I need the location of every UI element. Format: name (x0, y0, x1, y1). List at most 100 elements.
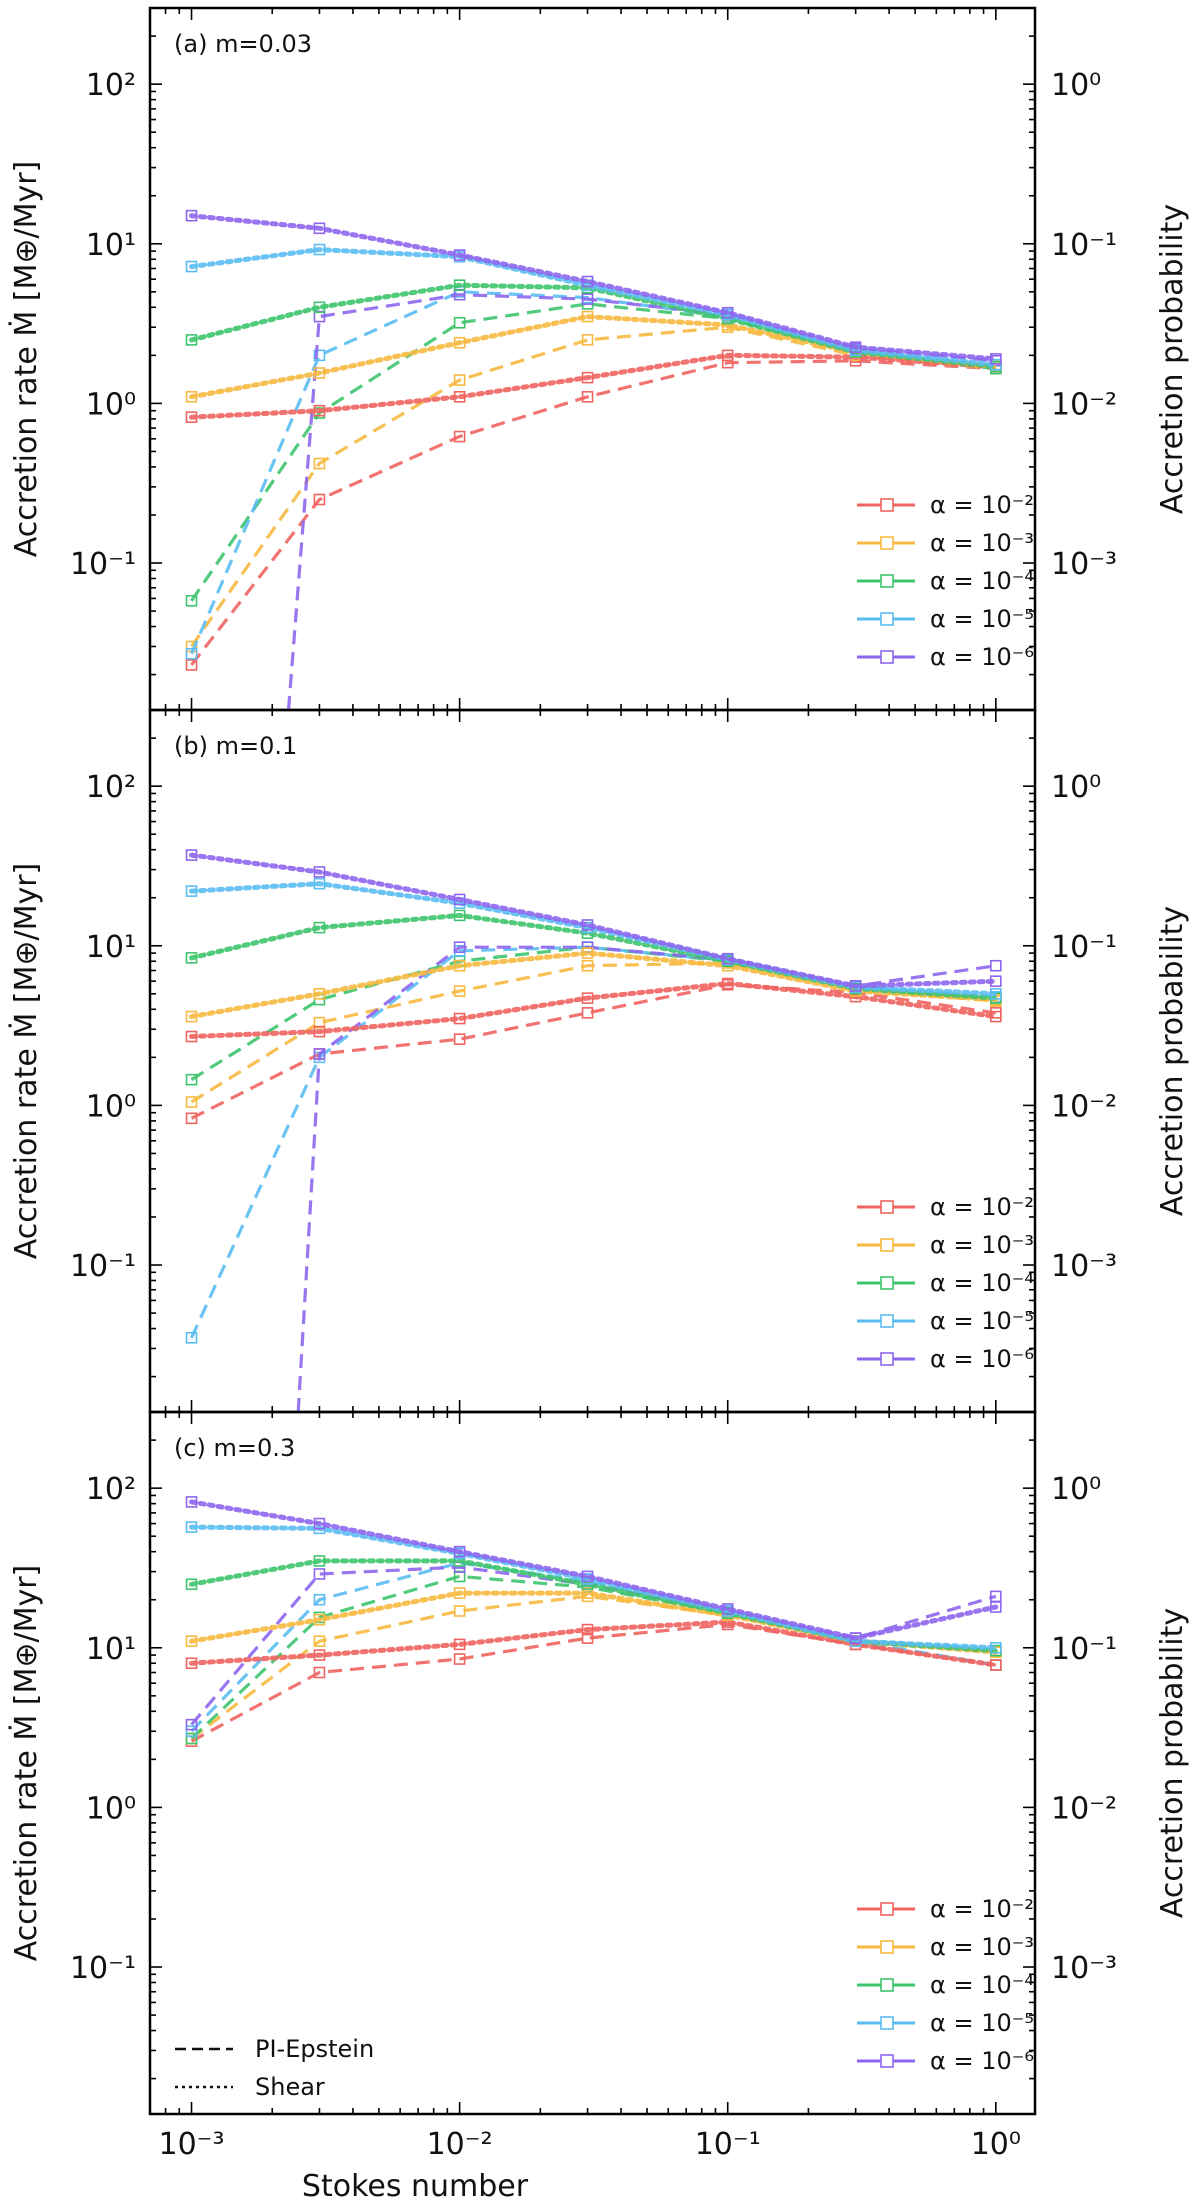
y-tick-label-left: 10¹ (86, 228, 136, 263)
data-marker-shear-alpha-2 (313, 1649, 326, 1661)
data-marker-pi-epstein-alpha-2 (581, 390, 594, 403)
data-marker-shear-alpha-2 (185, 411, 198, 423)
legend-marker-alpha-6 (880, 650, 894, 664)
series-line-shear-alpha-5 (189, 881, 999, 997)
legend-marker-alpha-2 (880, 1200, 894, 1214)
y-tick-label-right: 10⁻¹ (1051, 930, 1117, 965)
data-marker-shear-alpha-6 (581, 1570, 594, 1583)
y-tick-label-left: 10⁰ (86, 1089, 136, 1124)
data-marker-shear-alpha-6 (581, 919, 594, 931)
data-marker-pi-epstein-alpha-6 (990, 959, 1002, 972)
y-tick-label-right: 10⁻² (1051, 387, 1117, 422)
data-marker-pi-epstein-alpha-6 (185, 1718, 198, 1731)
legend-marker-alpha-6 (880, 2054, 894, 2068)
plot-frame (148, 708, 1037, 1414)
data-marker-shear-alpha-3 (453, 1587, 466, 1599)
series-line-pi-epstein-alpha-6 (296, 945, 997, 1412)
data-marker-pi-epstein-alpha-3 (185, 1096, 198, 1108)
data-marker-pi-epstein-alpha-6 (313, 1568, 326, 1580)
data-marker-pi-epstein-alpha-6 (453, 941, 466, 953)
data-marker-shear-alpha-2 (990, 1659, 1002, 1671)
x-tick-label: 10⁰ (971, 2127, 1021, 2162)
data-marker-shear-alpha-2 (185, 1030, 198, 1043)
data-marker-pi-epstein-alpha-6 (313, 1048, 326, 1060)
data-marker-shear-alpha-3 (185, 1010, 198, 1023)
plot-frame (148, 1410, 1037, 2116)
data-marker-shear-alpha-2 (313, 1025, 326, 1038)
y-tick-label-right: 10⁻¹ (1051, 228, 1117, 263)
y-axis-title-left: Accretion rate Ṁ [M⊕/Myr] (8, 863, 44, 1260)
alpha-legend: α = 10⁻² α = 10⁻³ α = 10⁻⁴ α = 10⁻⁵ α = 10⁻⁶ (857, 1895, 1034, 2075)
y-tick-label-left: 10¹ (86, 1632, 136, 1667)
y-axis-title-right: Accretion probability (1155, 906, 1190, 1216)
data-marker-shear-alpha-6 (849, 341, 862, 353)
y-tick-label-left: 10⁰ (86, 387, 136, 422)
data-marker-shear-alpha-4 (453, 279, 466, 292)
y-axis-title-right: Accretion probability (1155, 1608, 1190, 1918)
data-marker-shear-alpha-4 (313, 301, 326, 314)
data-marker-pi-epstein-alpha-3 (313, 1635, 326, 1647)
data-marker-shear-alpha-4 (313, 921, 326, 934)
y-tick-label-right: 10⁻² (1051, 1089, 1117, 1124)
plot-area (185, 209, 1002, 710)
data-marker-shear-alpha-3 (185, 1635, 198, 1647)
data-marker-pi-epstein-alpha-2 (581, 1007, 594, 1019)
y-tick-label-left: 10⁰ (86, 1791, 136, 1826)
data-marker-shear-alpha-2 (721, 349, 734, 362)
legend-marker-alpha-4 (880, 1978, 894, 1992)
panels-group: 10⁻¹ 10⁰ 10¹ 10² 10⁻³ 10⁻² 10⁻¹ 10⁰ Accretion ra… (8, 6, 1190, 2162)
data-marker-shear-alpha-4 (185, 952, 198, 964)
data-marker-pi-epstein-alpha-5 (185, 1725, 198, 1738)
panel-label: (b) m=0.1 (174, 732, 297, 760)
legend-label-alpha-3: α = 10⁻³ (930, 1933, 1034, 1961)
legend-marker-alpha-6 (880, 1352, 894, 1366)
data-marker-pi-epstein-alpha-5 (313, 1593, 326, 1606)
y-tick-label-left: 10⁻¹ (70, 1249, 136, 1284)
data-marker-pi-epstein-alpha-3 (581, 959, 594, 972)
data-marker-shear-alpha-3 (581, 1587, 594, 1599)
legend-label-alpha-4: α = 10⁻⁴ (930, 567, 1034, 595)
y-tick-label-right: 10⁰ (1051, 1472, 1101, 1507)
panel-3: 10⁻³ 10⁻² 10⁻¹ 10⁰ 10⁻¹ 10⁰ 10¹ 10² 10⁻³ 10⁻² 10⁻¹… (8, 1410, 1190, 2162)
data-marker-pi-epstein-alpha-2 (185, 659, 198, 671)
data-marker-shear-alpha-5 (313, 243, 326, 256)
y-tick-label-right: 10⁰ (1051, 770, 1101, 805)
data-marker-shear-alpha-6 (721, 306, 734, 319)
data-marker-shear-alpha-2 (453, 390, 466, 403)
legend-marker-alpha-4 (880, 1276, 894, 1290)
data-marker-shear-alpha-6 (581, 275, 594, 288)
y-tick-label-right: 10⁻³ (1051, 1249, 1117, 1284)
data-marker-shear-alpha-2 (721, 977, 734, 990)
legend-label-dotted: Shear (255, 2073, 325, 2101)
legend-label-alpha-5: α = 10⁻⁵ (930, 605, 1034, 633)
data-marker-pi-epstein-alpha-2 (313, 1666, 326, 1679)
data-marker-shear-alpha-5 (990, 1641, 1002, 1654)
data-marker-pi-epstein-alpha-4 (185, 1732, 198, 1745)
data-marker-shear-alpha-3 (453, 959, 466, 972)
data-marker-pi-epstein-alpha-2 (453, 1653, 466, 1665)
data-marker-shear-alpha-4 (313, 1555, 326, 1567)
y-tick-label-right: 10⁻³ (1051, 1951, 1117, 1986)
plot-area (185, 1496, 1002, 1747)
data-marker-shear-alpha-6 (313, 222, 326, 235)
data-marker-shear-alpha-3 (581, 310, 594, 323)
data-marker-shear-alpha-2 (581, 1623, 594, 1636)
data-marker-shear-alpha-5 (185, 885, 198, 897)
data-marker-pi-epstein-alpha-5 (185, 1331, 198, 1344)
legend-label-alpha-3: α = 10⁻³ (930, 529, 1034, 557)
data-marker-shear-alpha-2 (453, 1638, 466, 1651)
legend-label-alpha-6: α = 10⁻⁶ (930, 643, 1034, 671)
panel-1: 10⁻¹ 10⁰ 10¹ 10² 10⁻³ 10⁻² 10⁻¹ 10⁰ Accretion ra… (8, 6, 1190, 712)
legend-marker-alpha-5 (880, 612, 894, 626)
legend-label-alpha-2: α = 10⁻² (930, 1895, 1034, 1923)
data-marker-shear-alpha-2 (313, 404, 326, 417)
legend-marker-alpha-4 (880, 574, 894, 588)
data-marker-shear-alpha-6 (990, 353, 1002, 365)
series-line-shear-alpha-2 (189, 352, 999, 420)
legend-label-alpha-6: α = 10⁻⁶ (930, 2047, 1034, 2075)
data-marker-pi-epstein-alpha-3 (313, 1016, 326, 1029)
legend-label-alpha-2: α = 10⁻² (930, 491, 1034, 519)
series-line-shear-alpha-6 (189, 852, 999, 989)
legend-marker-alpha-3 (880, 536, 894, 550)
